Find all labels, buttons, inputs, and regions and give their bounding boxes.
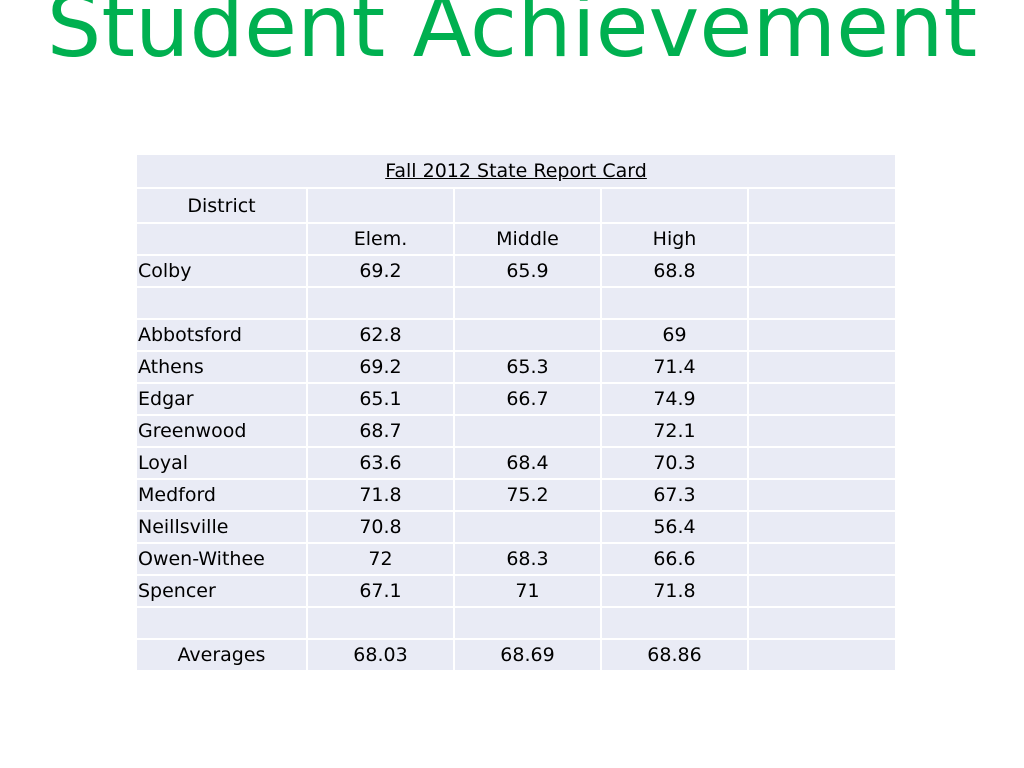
middle-score [455, 320, 600, 350]
column-header-high: High [602, 224, 747, 254]
table-cell [749, 224, 896, 254]
district-name [137, 288, 306, 318]
elem-score: 67.1 [308, 576, 453, 606]
table-row [137, 288, 896, 318]
table-cell [749, 189, 896, 222]
middle-score [455, 288, 600, 318]
district-name: Abbotsford [137, 320, 306, 350]
table-cell [749, 288, 896, 318]
table-title-cell: Fall 2012 State Report Card [137, 155, 896, 187]
table-cell [749, 512, 896, 542]
middle-score: 68.4 [455, 448, 600, 478]
averages-label: Averages [137, 640, 306, 670]
table-cell [749, 576, 896, 606]
table-title-row: Fall 2012 State Report Card [137, 155, 896, 187]
district-header-row: District [137, 189, 896, 222]
district-name: Owen-Withee [137, 544, 306, 574]
high-score: 71.4 [602, 352, 747, 382]
table-row [137, 608, 896, 638]
district-name: Loyal [137, 448, 306, 478]
table-cell [749, 640, 896, 670]
slide-title: Student Achievement [46, 0, 978, 77]
table-cell [749, 416, 896, 446]
district-name [137, 608, 306, 638]
high-score: 74.9 [602, 384, 747, 414]
table-row: Medford 71.8 75.2 67.3 [137, 480, 896, 510]
average-middle: 68.69 [455, 640, 600, 670]
district-name: Athens [137, 352, 306, 382]
high-score: 56.4 [602, 512, 747, 542]
elem-score [308, 608, 453, 638]
district-name: Spencer [137, 576, 306, 606]
elem-score: 69.2 [308, 352, 453, 382]
table-row: Colby 69.2 65.9 68.8 [137, 256, 896, 286]
table-cell [749, 352, 896, 382]
table-cell [137, 224, 306, 254]
table-row: Greenwood 68.7 72.1 [137, 416, 896, 446]
table-cell [749, 544, 896, 574]
column-header-elem: Elem. [308, 224, 453, 254]
table-row: Spencer 67.1 71 71.8 [137, 576, 896, 606]
table-cell [308, 189, 453, 222]
district-name: Neillsville [137, 512, 306, 542]
high-score: 66.6 [602, 544, 747, 574]
elem-score: 70.8 [308, 512, 453, 542]
table-row: Owen-Withee 72 68.3 66.6 [137, 544, 896, 574]
elem-score: 69.2 [308, 256, 453, 286]
high-score: 69 [602, 320, 747, 350]
elem-score [308, 288, 453, 318]
column-header-row: Elem. Middle High [137, 224, 896, 254]
table-cell [749, 480, 896, 510]
elem-score: 72 [308, 544, 453, 574]
elem-score: 71.8 [308, 480, 453, 510]
high-score [602, 288, 747, 318]
table-row: Athens 69.2 65.3 71.4 [137, 352, 896, 382]
table-row: Abbotsford 62.8 69 [137, 320, 896, 350]
table-row: Neillsville 70.8 56.4 [137, 512, 896, 542]
high-score: 72.1 [602, 416, 747, 446]
table-title: Fall 2012 State Report Card [385, 160, 647, 182]
district-name: Edgar [137, 384, 306, 414]
district-name: Medford [137, 480, 306, 510]
high-score: 67.3 [602, 480, 747, 510]
middle-score [455, 416, 600, 446]
table-cell [749, 608, 896, 638]
high-score: 68.8 [602, 256, 747, 286]
average-high: 68.86 [602, 640, 747, 670]
table-cell [749, 320, 896, 350]
elem-score: 68.7 [308, 416, 453, 446]
middle-score: 71 [455, 576, 600, 606]
table-cell [749, 384, 896, 414]
table-cell [455, 189, 600, 222]
district-name: Greenwood [137, 416, 306, 446]
high-score: 70.3 [602, 448, 747, 478]
table-cell [602, 189, 747, 222]
middle-score [455, 512, 600, 542]
district-header: District [137, 189, 306, 222]
report-card-table: Fall 2012 State Report Card District Ele… [135, 153, 898, 672]
elem-score: 65.1 [308, 384, 453, 414]
middle-score: 65.3 [455, 352, 600, 382]
elem-score: 63.6 [308, 448, 453, 478]
high-score: 71.8 [602, 576, 747, 606]
middle-score [455, 608, 600, 638]
middle-score: 65.9 [455, 256, 600, 286]
table-cell [749, 256, 896, 286]
district-name: Colby [137, 256, 306, 286]
average-elem: 68.03 [308, 640, 453, 670]
middle-score: 75.2 [455, 480, 600, 510]
column-header-middle: Middle [455, 224, 600, 254]
table-row: Loyal 63.6 68.4 70.3 [137, 448, 896, 478]
averages-row: Averages 68.03 68.69 68.86 [137, 640, 896, 670]
table-row: Edgar 65.1 66.7 74.9 [137, 384, 896, 414]
high-score [602, 608, 747, 638]
middle-score: 66.7 [455, 384, 600, 414]
table-cell [749, 448, 896, 478]
middle-score: 68.3 [455, 544, 600, 574]
elem-score: 62.8 [308, 320, 453, 350]
